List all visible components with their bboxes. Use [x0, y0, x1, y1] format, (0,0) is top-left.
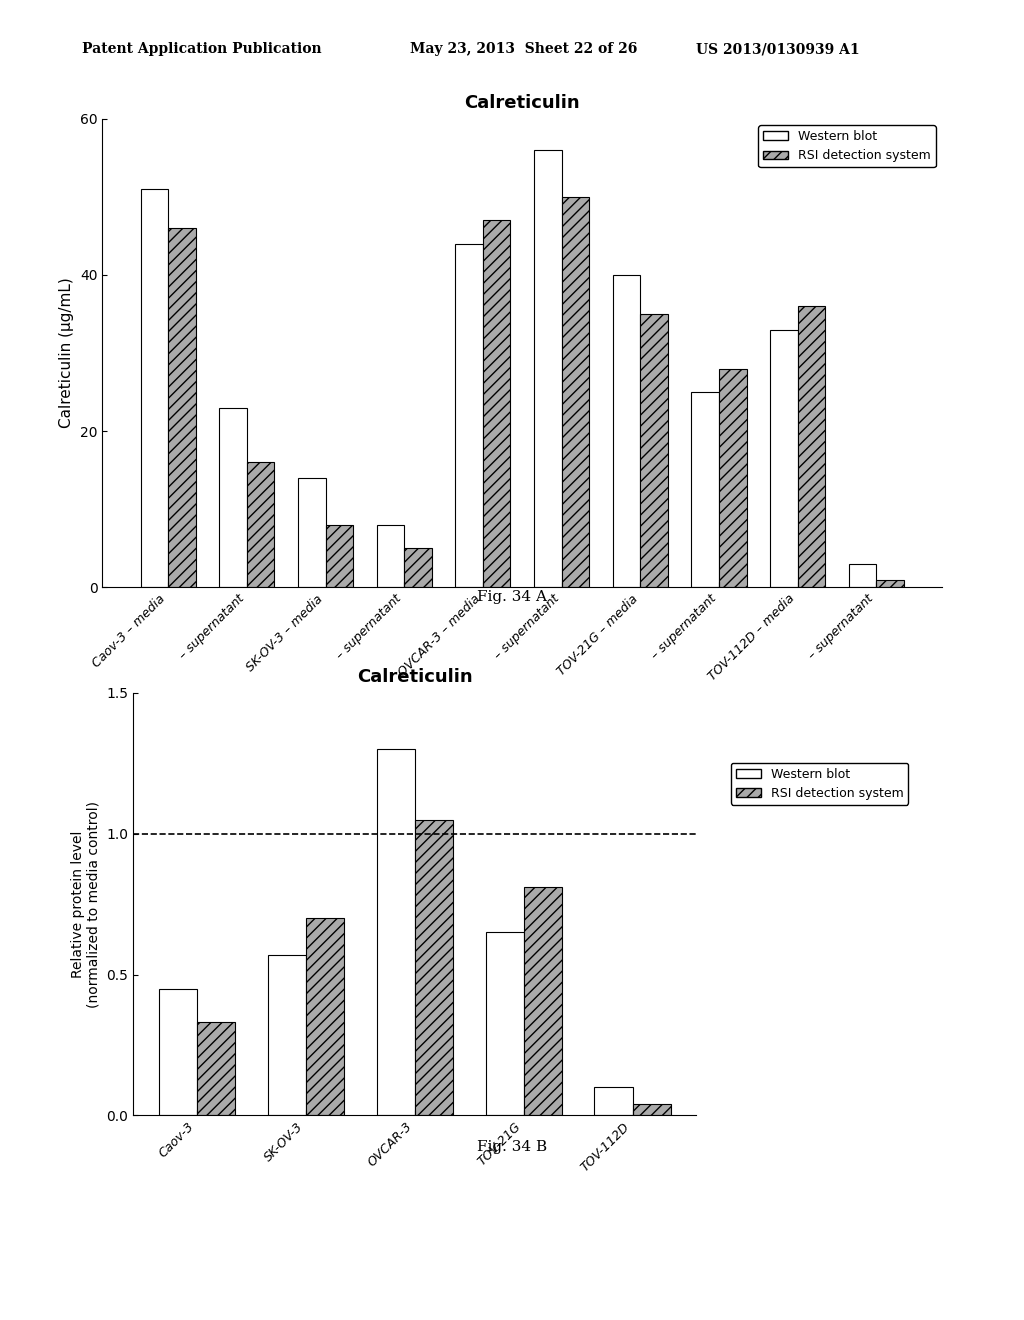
Bar: [377, 525, 404, 587]
Bar: [377, 750, 415, 1115]
Bar: [719, 368, 746, 587]
Bar: [159, 989, 197, 1115]
Bar: [197, 1023, 234, 1115]
Bar: [877, 579, 904, 587]
Bar: [140, 189, 168, 587]
Text: May 23, 2013  Sheet 22 of 26: May 23, 2013 Sheet 22 of 26: [410, 42, 637, 57]
Text: Fig. 34 A: Fig. 34 A: [477, 590, 547, 603]
Legend: Western blot, RSI detection system: Western blot, RSI detection system: [758, 125, 936, 168]
Text: Fig. 34 B: Fig. 34 B: [477, 1140, 547, 1154]
Bar: [770, 330, 798, 587]
Text: US 2013/0130939 A1: US 2013/0130939 A1: [696, 42, 860, 57]
Title: Calreticulin: Calreticulin: [357, 668, 472, 686]
Bar: [485, 932, 523, 1115]
Y-axis label: Calreticulin (µg/mL): Calreticulin (µg/mL): [59, 277, 75, 429]
Bar: [523, 887, 562, 1115]
Bar: [483, 220, 510, 587]
Bar: [404, 548, 432, 587]
Bar: [849, 564, 877, 587]
Bar: [326, 525, 353, 587]
Bar: [595, 1088, 633, 1115]
Bar: [168, 228, 196, 587]
Title: Calreticulin: Calreticulin: [465, 94, 580, 112]
Y-axis label: Relative protein level
(normalized to media control): Relative protein level (normalized to me…: [71, 801, 100, 1007]
Bar: [612, 275, 640, 587]
Legend: Western blot, RSI detection system: Western blot, RSI detection system: [731, 763, 908, 805]
Bar: [798, 306, 825, 587]
Bar: [691, 392, 719, 587]
Bar: [415, 820, 453, 1115]
Text: Patent Application Publication: Patent Application Publication: [82, 42, 322, 57]
Bar: [535, 150, 561, 587]
Bar: [640, 314, 668, 587]
Bar: [561, 197, 589, 587]
Bar: [219, 408, 247, 587]
Bar: [306, 919, 344, 1115]
Bar: [247, 462, 274, 587]
Bar: [456, 244, 483, 587]
Bar: [267, 954, 306, 1115]
Bar: [633, 1104, 671, 1115]
Bar: [298, 478, 326, 587]
